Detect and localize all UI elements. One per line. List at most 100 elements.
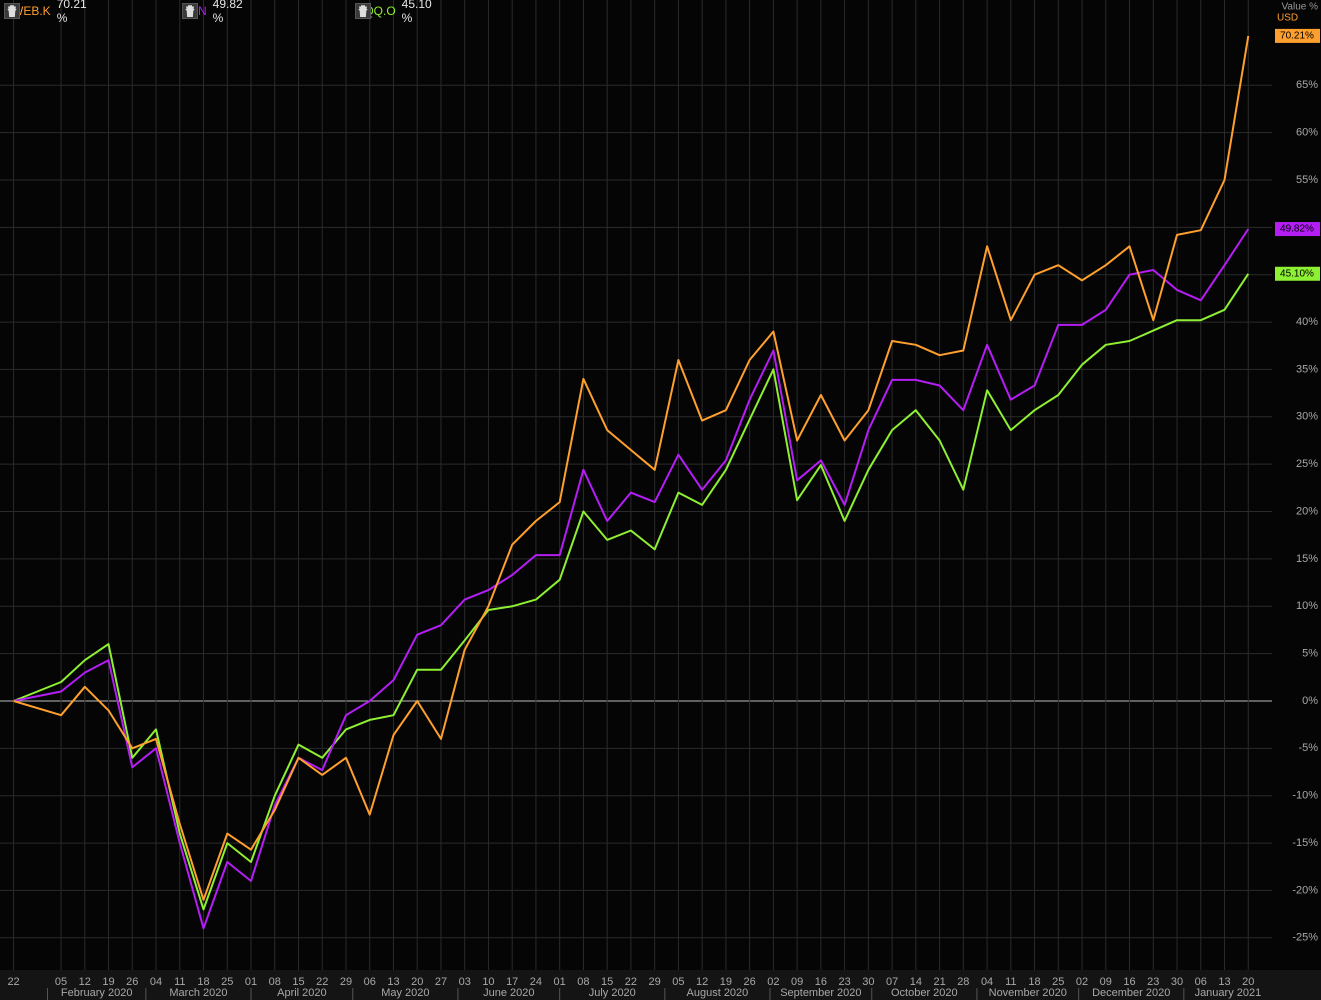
- x-tick-label: 23: [838, 976, 850, 988]
- x-tick-label: 08: [269, 976, 281, 988]
- y-tick-label: 5%: [1302, 648, 1318, 660]
- x-axis-area: [0, 970, 1321, 1000]
- y-tick-label: 10%: [1296, 600, 1318, 612]
- x-tick-label: 17: [506, 976, 518, 988]
- x-tick-label: 25: [221, 976, 233, 988]
- y-tick-label: 60%: [1296, 127, 1318, 139]
- y-axis-title: Value %: [1281, 2, 1318, 13]
- y-tick-label: 15%: [1296, 553, 1318, 565]
- x-tick-label: 02: [1076, 976, 1088, 988]
- series-value: 49.82 %: [212, 0, 243, 25]
- x-tick-label: 22: [7, 976, 19, 988]
- currency: USD: [1277, 13, 1298, 24]
- x-tick-label: 19: [720, 976, 732, 988]
- legend-item: FDN49.82 %: [182, 0, 255, 25]
- x-tick-label: 29: [649, 976, 661, 988]
- x-tick-label: 21: [933, 976, 945, 988]
- x-tick-label: 30: [862, 976, 874, 988]
- y-tick-label: 20%: [1296, 505, 1318, 517]
- x-tick-label: 16: [815, 976, 827, 988]
- x-tick-label: 03: [459, 976, 471, 988]
- x-tick-label: 23: [1147, 976, 1159, 988]
- month-label: December 2020: [1092, 987, 1170, 999]
- x-tick-label: 24: [530, 976, 542, 988]
- y-axis-area: [1272, 0, 1321, 970]
- x-tick-label: 09: [1100, 976, 1112, 988]
- month-label: February 2020: [61, 987, 133, 999]
- y-tick-label: 40%: [1296, 316, 1318, 328]
- y-tick-label: -25%: [1292, 932, 1318, 944]
- month-label: January 2021: [1195, 987, 1262, 999]
- value-badge-label: 70.21%: [1280, 31, 1314, 42]
- x-tick-label: 18: [197, 976, 209, 988]
- series-line: [13, 228, 1250, 930]
- x-tick-label: 16: [1123, 976, 1135, 988]
- x-tick-label: 04: [981, 976, 993, 988]
- x-tick-label: 01: [245, 976, 257, 988]
- value-badge-label: 45.10%: [1280, 268, 1314, 279]
- legend-item: KWEB.K 70.21 %: [4, 0, 99, 25]
- value-badge: [1275, 28, 1320, 43]
- month-label: October 2020: [891, 987, 958, 999]
- x-tick-label: 06: [364, 976, 376, 988]
- y-tick-label: -5%: [1298, 742, 1318, 754]
- x-tick-label: 11: [174, 976, 185, 988]
- y-tick-label: 30%: [1296, 411, 1318, 423]
- x-tick-label: 13: [1218, 976, 1230, 988]
- month-label: November 2020: [989, 987, 1067, 999]
- x-tick-label: 08: [577, 976, 589, 988]
- value-badge: [1275, 266, 1320, 281]
- x-tick-label: 10: [482, 976, 494, 988]
- x-tick-label: 05: [672, 976, 684, 988]
- y-tick-label: 65%: [1296, 79, 1318, 91]
- x-tick-label: 01: [554, 976, 566, 988]
- x-tick-label: 11: [1005, 976, 1016, 988]
- x-tick-label: 04: [150, 976, 162, 988]
- x-tick-label: 13: [387, 976, 399, 988]
- y-tick-label: 25%: [1296, 458, 1318, 470]
- x-tick-label: 30: [1171, 976, 1183, 988]
- series-value: 45.10 %: [401, 0, 432, 25]
- y-tick-label: 35%: [1296, 363, 1318, 375]
- x-tick-label: 18: [1028, 976, 1040, 988]
- delete-button[interactable]: [182, 3, 198, 19]
- delete-button[interactable]: [4, 3, 20, 19]
- y-tick-label: 0%: [1302, 695, 1318, 707]
- x-tick-label: 07: [886, 976, 898, 988]
- x-tick-label: 28: [957, 976, 969, 988]
- value-badge-label: 49.82%: [1280, 224, 1314, 235]
- x-tick-label: 19: [102, 976, 114, 988]
- x-tick-label: 26: [126, 976, 138, 988]
- month-label: July 2020: [589, 987, 636, 999]
- month-label: April 2020: [277, 987, 327, 999]
- month-label: May 2020: [381, 987, 429, 999]
- series-value: 70.21 %: [56, 0, 87, 25]
- y-tick-label: -20%: [1292, 884, 1318, 896]
- month-label: September 2020: [780, 987, 861, 999]
- x-tick-label: 06: [1195, 976, 1207, 988]
- series-line: [13, 273, 1250, 911]
- x-tick-label: 15: [292, 976, 304, 988]
- month-label: March 2020: [169, 987, 227, 999]
- delete-button[interactable]: [355, 3, 371, 19]
- x-tick-label: 02: [767, 976, 779, 988]
- x-tick-label: 29: [340, 976, 352, 988]
- x-tick-label: 20: [411, 976, 423, 988]
- x-tick-label: 09: [791, 976, 803, 988]
- x-tick-label: 12: [696, 976, 708, 988]
- x-tick-label: 22: [316, 976, 328, 988]
- x-tick-label: 25: [1052, 976, 1064, 988]
- plot-area: [0, 0, 1272, 970]
- value-badge: [1275, 222, 1320, 237]
- y-tick-label: -15%: [1292, 837, 1318, 849]
- x-tick-label: 05: [55, 976, 67, 988]
- x-tick-label: 15: [601, 976, 613, 988]
- month-label: August 2020: [687, 987, 749, 999]
- y-tick-label: 55%: [1296, 174, 1318, 186]
- x-tick-label: 22: [625, 976, 637, 988]
- series-line: [13, 35, 1250, 901]
- x-tick-label: 27: [435, 976, 447, 988]
- x-tick-label: 14: [910, 976, 922, 988]
